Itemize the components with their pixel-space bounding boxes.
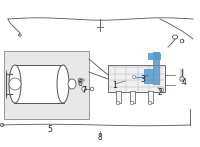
Bar [130,91,135,103]
Circle shape [116,101,120,105]
Circle shape [90,87,94,91]
Ellipse shape [68,79,76,89]
Bar [148,91,153,103]
Polygon shape [108,65,165,92]
Text: 2: 2 [158,87,162,96]
Circle shape [130,101,134,105]
Ellipse shape [57,65,69,103]
Circle shape [160,88,164,92]
Text: 8: 8 [98,132,102,142]
Text: 5: 5 [48,125,52,133]
Text: 1: 1 [113,81,117,90]
Circle shape [148,101,152,105]
Text: 6: 6 [78,78,82,87]
Ellipse shape [9,65,21,103]
Circle shape [132,76,136,78]
Text: 7: 7 [82,86,86,95]
Text: 3: 3 [141,75,145,83]
Bar [116,91,120,103]
FancyBboxPatch shape [14,65,64,103]
Text: 4: 4 [182,77,186,86]
Circle shape [9,78,21,90]
Bar [153,52,158,84]
Circle shape [82,87,86,91]
Bar [148,53,160,59]
Bar [144,69,153,83]
Circle shape [78,78,82,82]
Circle shape [82,79,84,81]
Bar [4,51,89,119]
Circle shape [180,77,184,81]
